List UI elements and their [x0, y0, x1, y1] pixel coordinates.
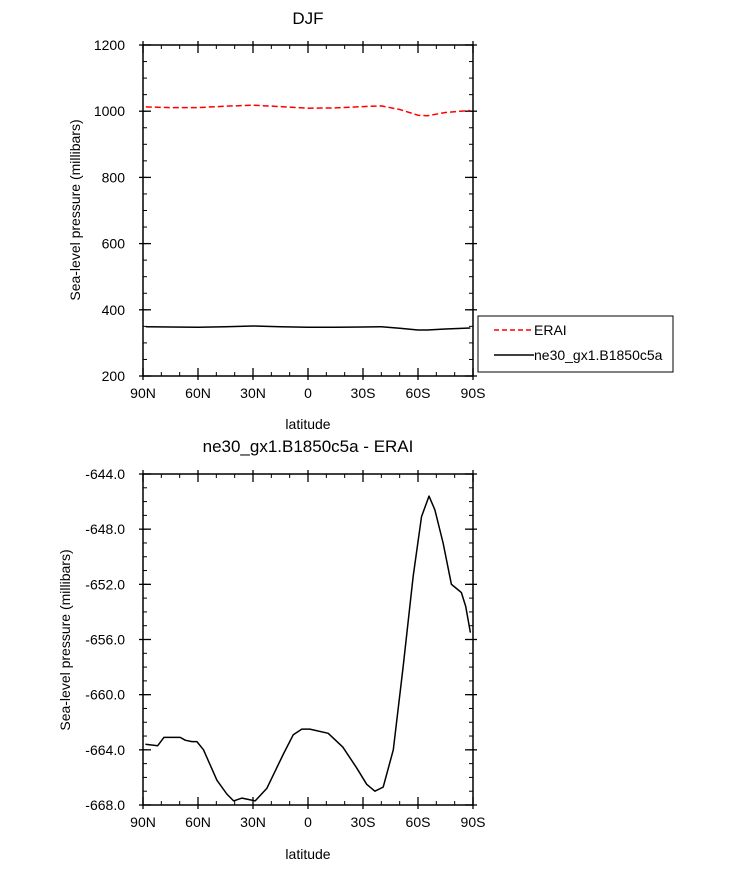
bottom-chart-xlabel: latitude	[285, 846, 330, 862]
legend: ERAI ne30_gx1.B1850c5a	[477, 315, 674, 373]
series-line-ne30-gx1-b1850c5a-erai	[145, 495, 472, 802]
legend-box	[477, 315, 674, 373]
x-tick-label: 90S	[461, 814, 486, 830]
y-tick-label: 400	[102, 302, 126, 318]
bottom-chart-title: ne30_gx1.B1850c5a - ERAI	[203, 437, 414, 456]
top-chart-ylabel: Sea-level pressure (millibars)	[67, 119, 83, 300]
x-tick-label: 60N	[185, 385, 211, 401]
y-tick-label: -656.0	[85, 632, 125, 648]
y-tick-label: 600	[102, 236, 126, 252]
y-tick-label: 1200	[94, 37, 125, 53]
series-line-ne30-gx1-b1850c5a	[145, 325, 471, 331]
x-tick-label: 60S	[406, 385, 431, 401]
x-tick-label: 30N	[240, 814, 266, 830]
x-tick-label: 30S	[351, 385, 376, 401]
y-tick-label: -668.0	[85, 797, 125, 813]
plot-frame	[142, 44, 474, 377]
x-tick-label: 30S	[351, 814, 376, 830]
y-tick-label: -644.0	[85, 466, 125, 482]
legend-label-erai: ERAI	[534, 322, 567, 338]
x-tick-label: 60N	[185, 814, 211, 830]
bottom-plot-area: 90N 60N 30N 0 30S 60S 90S -668.0 -664.0 -660.0 -65…	[85, 466, 485, 830]
series-line-erai	[145, 104, 471, 117]
x-tick-label: 0	[304, 814, 312, 830]
y-tick-label: -648.0	[85, 521, 125, 537]
x-tick-label: 90S	[461, 385, 486, 401]
y-tick-label: 800	[102, 169, 126, 185]
top-chart-title: DJF	[292, 9, 323, 28]
y-tick-label: 200	[102, 368, 126, 384]
x-tick-label: 90N	[130, 814, 156, 830]
x-tick-label: 60S	[406, 814, 431, 830]
top-plot-area: 90N 60N 30N 0 30S 60S 90S 200 400 600 800 1000 1200	[94, 37, 486, 401]
x-tick-label: 30N	[240, 385, 266, 401]
y-tick-label: -664.0	[85, 742, 125, 758]
x-tick-label: 90N	[130, 385, 156, 401]
plot-frame	[142, 473, 474, 806]
top-chart-xlabel: latitude	[285, 416, 330, 432]
x-tick-label: 0	[304, 385, 312, 401]
legend-label-model: ne30_gx1.B1850c5a	[534, 347, 663, 363]
y-tick-label: 1000	[94, 103, 125, 119]
y-tick-label: -652.0	[85, 576, 125, 592]
bottom-chart-ylabel: Sea-level pressure (millibars)	[57, 549, 73, 730]
y-tick-label: -660.0	[85, 687, 125, 703]
